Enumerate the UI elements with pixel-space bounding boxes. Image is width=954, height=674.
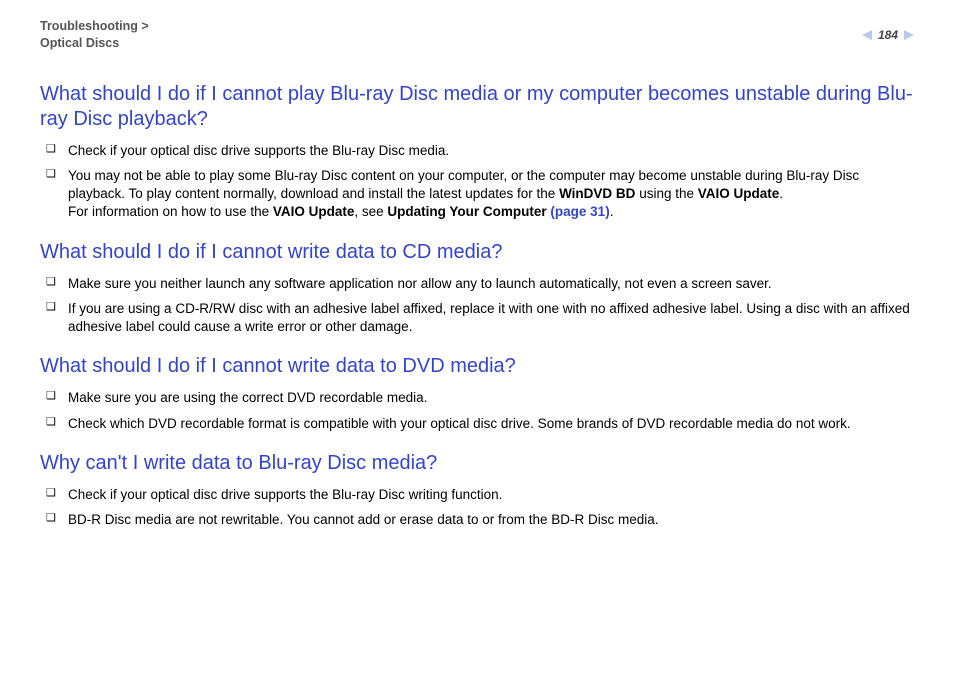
section-heading: What should I do if I cannot write data …: [40, 354, 914, 379]
breadcrumb-line1: Troubleshooting >: [40, 19, 149, 33]
bullet-item: Make sure you neither launch any softwar…: [40, 275, 914, 293]
bullet-item: Check if your optical disc drive support…: [40, 486, 914, 504]
breadcrumb-line2: Optical Discs: [40, 36, 119, 50]
bullet-item: You may not be able to play some Blu-ray…: [40, 167, 914, 222]
section-heading: Why can't I write data to Blu-ray Disc m…: [40, 451, 914, 476]
bullet-list: Check if your optical disc drive support…: [40, 142, 914, 222]
bullet-item: Check if your optical disc drive support…: [40, 142, 914, 160]
page-container: Troubleshooting > Optical Discs 184 What…: [0, 0, 954, 556]
bullet-item: If you are using a CD-R/RW disc with an …: [40, 300, 914, 336]
section-heading: What should I do if I cannot play Blu-ra…: [40, 82, 914, 132]
breadcrumb: Troubleshooting > Optical Discs: [40, 18, 149, 52]
bullet-list: Make sure you neither launch any softwar…: [40, 275, 914, 337]
next-page-icon[interactable]: [904, 30, 914, 40]
section-heading: What should I do if I cannot write data …: [40, 240, 914, 265]
page-header: Troubleshooting > Optical Discs 184: [40, 18, 914, 52]
bullet-list: Make sure you are using the correct DVD …: [40, 389, 914, 432]
page-number-nav: 184: [862, 28, 914, 42]
bullet-item: BD-R Disc media are not rewritable. You …: [40, 511, 914, 529]
bullet-item: Check which DVD recordable format is com…: [40, 415, 914, 433]
content: What should I do if I cannot play Blu-ra…: [40, 82, 914, 529]
page-number: 184: [876, 28, 900, 42]
bullet-list: Check if your optical disc drive support…: [40, 486, 914, 529]
bullet-item: Make sure you are using the correct DVD …: [40, 389, 914, 407]
prev-page-icon[interactable]: [862, 30, 872, 40]
